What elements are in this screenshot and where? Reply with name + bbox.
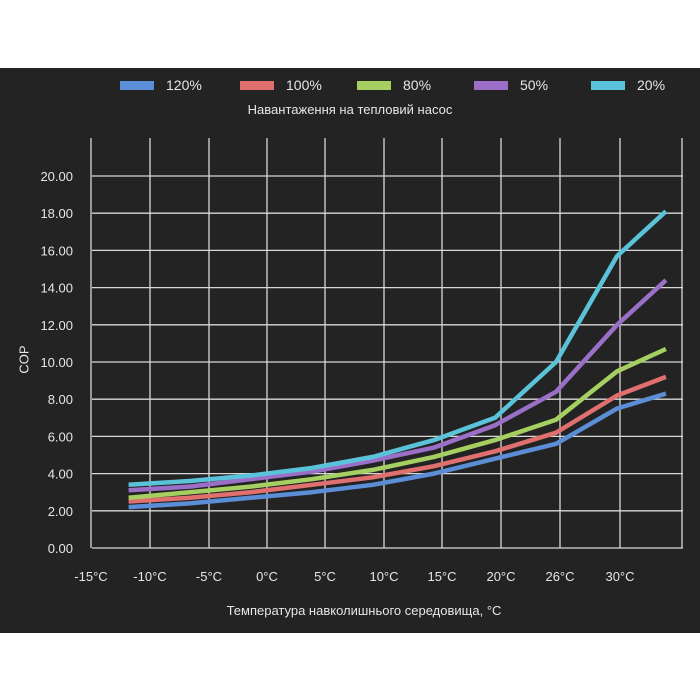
y-tick-label: 6.00 — [48, 429, 73, 444]
x-tick-label: 5°C — [314, 569, 336, 584]
legend-item-80pct: 80% — [357, 76, 431, 94]
legend-item-20pct: 20% — [591, 76, 665, 94]
x-tick-label: -5°C — [196, 569, 222, 584]
y-tick-label: 20.00 — [40, 169, 73, 184]
legend-swatch — [357, 80, 391, 90]
legend-label: 80% — [403, 77, 432, 93]
legend-swatch — [240, 80, 274, 90]
legend-label: 120% — [166, 77, 202, 93]
x-tick-label: 15°C — [427, 569, 456, 584]
y-tick-label: 4.00 — [48, 467, 73, 482]
legend-label: 20% — [637, 77, 666, 93]
legend-item-50pct: 50% — [474, 76, 548, 94]
legend-title: Навантаження на тепловий насос — [247, 102, 453, 117]
legend-swatch — [591, 80, 625, 90]
x-tick-label: 30°C — [605, 569, 634, 584]
x-tick-label: -10°C — [133, 569, 166, 584]
legend-label: 100% — [286, 77, 322, 93]
series-layer — [128, 209, 668, 510]
legend-item-120pct: 120% — [120, 76, 202, 94]
grid-layer — [90, 138, 683, 549]
series-line-80pct — [128, 346, 667, 501]
tick-layer: 0.00 2.00 4.00 6.00 8.00 10.00 12.00 14.00 16.00… — [40, 169, 634, 584]
chart-panel — [0, 68, 700, 633]
x-tick-label: 0°C — [256, 569, 278, 584]
y-tick-label: 14.00 — [40, 281, 73, 296]
series-line-120pct — [128, 391, 667, 510]
x-axis-label: Температура навколишнього середовища, °C — [226, 603, 502, 618]
y-tick-label: 12.00 — [40, 318, 73, 333]
legend-swatch — [120, 80, 154, 90]
y-axis-label: COP — [16, 345, 32, 374]
y-tick-label: 8.00 — [48, 392, 73, 407]
x-tick-label: 26°C — [545, 569, 574, 584]
series-line-50pct — [128, 278, 668, 493]
y-tick-label: 0.00 — [48, 541, 73, 556]
y-tick-label: 10.00 — [40, 355, 73, 370]
legend: 120% 100% 80% 50% 20% — [0, 76, 700, 94]
legend-swatch — [474, 80, 508, 90]
series-line-100pct — [128, 374, 667, 504]
y-tick-label: 18.00 — [40, 206, 73, 221]
legend-item-100pct: 100% — [240, 76, 322, 94]
legend-label: 50% — [520, 77, 549, 93]
y-tick-label: 16.00 — [40, 243, 73, 258]
y-tick-label: 2.00 — [48, 504, 73, 519]
x-tick-label: -15°C — [74, 569, 107, 584]
x-tick-label: 20°C — [486, 569, 515, 584]
series-line-20pct — [128, 209, 668, 488]
x-tick-label: 10°C — [369, 569, 398, 584]
